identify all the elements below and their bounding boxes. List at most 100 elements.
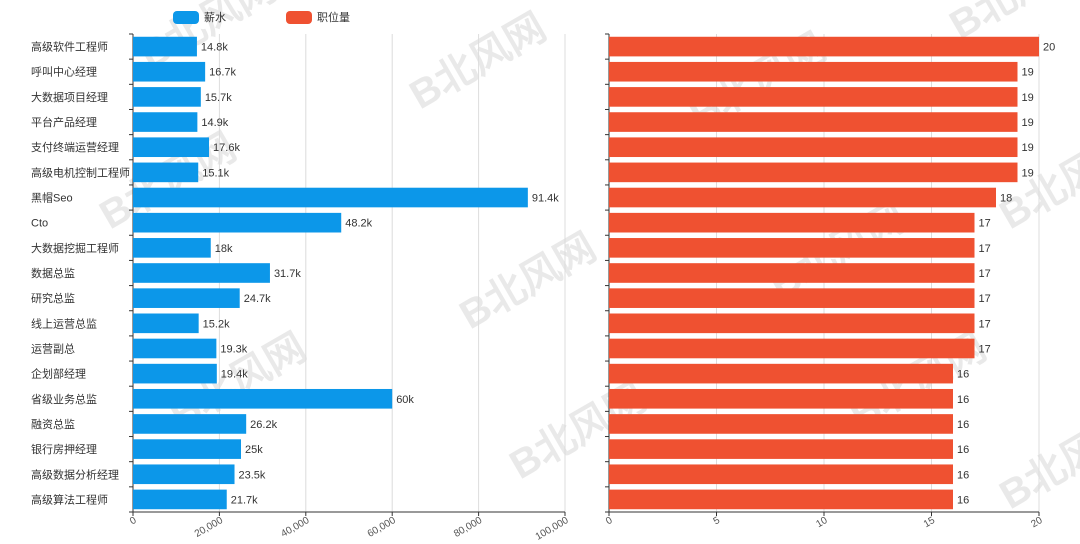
jobs-data-label: 19 bbox=[1022, 117, 1034, 129]
legend[interactable]: 薪水 职位量 bbox=[173, 10, 350, 24]
salary-data-label: 15.7k bbox=[205, 92, 232, 104]
salary-data-label: 15.1k bbox=[202, 167, 229, 179]
category-label: Cto bbox=[31, 218, 48, 230]
category-label: 大数据挖掘工程师 bbox=[31, 241, 119, 255]
salary-data-label: 60k bbox=[396, 394, 414, 406]
jobs-bar bbox=[609, 36, 1039, 57]
category-label: 高级算法工程师 bbox=[31, 492, 108, 506]
salary-data-label: 18k bbox=[215, 243, 233, 255]
category-label: 大数据项目经理 bbox=[31, 90, 108, 104]
legend-swatch-1 bbox=[286, 11, 312, 24]
jobs-data-label: 16 bbox=[957, 494, 969, 506]
salary-bar bbox=[133, 388, 393, 409]
category-label: 黑帽Seo bbox=[31, 192, 73, 205]
jobs-data-label: 16 bbox=[957, 469, 969, 481]
legend-item-0[interactable]: 薪水 bbox=[173, 11, 226, 24]
watermark-logo: B北风网 bbox=[403, 5, 554, 118]
jobs-xtick-label: 15 bbox=[922, 515, 938, 530]
category-label: 高级软件工程师 bbox=[31, 40, 108, 54]
jobs-bar bbox=[609, 263, 975, 283]
jobs-data-label: 16 bbox=[957, 419, 969, 431]
salary-bar bbox=[133, 263, 270, 283]
category-label: 融资总监 bbox=[31, 417, 75, 431]
jobs-bar bbox=[609, 464, 953, 485]
jobs-data-label: 17 bbox=[979, 243, 991, 255]
category-label: 银行房押经理 bbox=[31, 442, 97, 456]
jobs-data-label: 17 bbox=[979, 343, 991, 355]
salary-xtick-label: 100,000 bbox=[534, 515, 571, 543]
jobs-data-label: 17 bbox=[979, 218, 991, 230]
category-label: 线上运营总监 bbox=[31, 316, 97, 330]
salary-data-label: 17.6k bbox=[213, 142, 240, 154]
jobs-data-label: 19 bbox=[1022, 92, 1034, 104]
category-label: 呼叫中心经理 bbox=[31, 66, 97, 79]
salary-data-label: 14.8k bbox=[201, 42, 228, 54]
salary-data-label: 31.7k bbox=[274, 268, 301, 280]
salary-data-label: 48.2k bbox=[345, 218, 372, 230]
salary-bar bbox=[133, 439, 241, 459]
jobs-data-label: 20 bbox=[1043, 42, 1055, 54]
jobs-data-label: 16 bbox=[957, 394, 969, 406]
salary-bar bbox=[133, 338, 217, 359]
jobs-bar bbox=[609, 87, 1018, 107]
category-label: 省级业务总监 bbox=[31, 392, 97, 406]
salary-panel: 0 20,000 40,000 60,000 80,000 100,000 14.8k 高级软… bbox=[31, 33, 571, 543]
salary-bar bbox=[133, 137, 210, 158]
jobs-bar bbox=[609, 489, 953, 510]
jobs-bar bbox=[609, 137, 1018, 158]
jobs-bar bbox=[609, 363, 953, 384]
jobs-data-label: 17 bbox=[979, 268, 991, 280]
category-label: 数据总监 bbox=[31, 266, 75, 280]
salary-bar bbox=[133, 61, 206, 82]
legend-item-1[interactable]: 职位量 bbox=[286, 10, 350, 24]
salary-data-label: 91.4k bbox=[532, 193, 559, 205]
salary-data-label: 26.2k bbox=[250, 419, 277, 431]
category-label: 运营副总 bbox=[31, 341, 75, 355]
salary-data-label: 23.5k bbox=[239, 469, 266, 481]
jobs-bar bbox=[609, 238, 975, 258]
salary-data-label: 25k bbox=[245, 444, 263, 456]
jobs-bar bbox=[609, 112, 1018, 132]
category-label: 平台产品经理 bbox=[31, 115, 97, 129]
jobs-xtick-label: 10 bbox=[814, 515, 830, 530]
jobs-data-label: 17 bbox=[979, 318, 991, 330]
jobs-bar bbox=[609, 388, 953, 409]
jobs-xtick-label: 20 bbox=[1029, 515, 1045, 530]
category-label: 企划部经理 bbox=[31, 367, 86, 381]
category-label: 高级电机控制工程师 bbox=[31, 165, 130, 179]
jobs-data-label: 16 bbox=[957, 444, 969, 456]
jobs-xtick-label: 5 bbox=[712, 515, 723, 528]
salary-bar bbox=[133, 313, 199, 334]
salary-data-label: 19.3k bbox=[220, 343, 247, 355]
jobs-bar bbox=[609, 338, 975, 359]
jobs-bar bbox=[609, 313, 975, 334]
salary-data-label: 14.9k bbox=[201, 117, 228, 129]
salary-bar bbox=[133, 363, 217, 384]
jobs-data-label: 18 bbox=[1000, 193, 1012, 205]
jobs-data-label: 19 bbox=[1022, 67, 1034, 79]
salary-xtick-label: 80,000 bbox=[452, 515, 484, 540]
salary-bar bbox=[133, 112, 198, 132]
legend-label-0: 薪水 bbox=[204, 11, 226, 24]
legend-label-1: 职位量 bbox=[317, 10, 350, 24]
salary-bar bbox=[133, 238, 211, 258]
salary-bar bbox=[133, 187, 528, 208]
jobs-bar bbox=[609, 61, 1018, 82]
salary-bar bbox=[133, 414, 247, 434]
salary-xtick-label: 60,000 bbox=[366, 515, 398, 540]
jobs-data-label: 17 bbox=[979, 293, 991, 305]
salary-xtick-label: 0 bbox=[128, 515, 139, 528]
salary-bar bbox=[133, 87, 201, 107]
salary-bar bbox=[133, 162, 199, 183]
salary-data-label: 16.7k bbox=[209, 67, 236, 79]
jobs-xtick-label: 0 bbox=[604, 515, 615, 528]
legend-swatch-0 bbox=[173, 11, 199, 24]
salary-bar bbox=[133, 464, 235, 485]
salary-xtick-label: 40,000 bbox=[279, 515, 311, 540]
jobs-bar bbox=[609, 414, 953, 434]
jobs-data-label: 19 bbox=[1022, 167, 1034, 179]
salary-bar bbox=[133, 288, 240, 308]
jobs-bar bbox=[609, 162, 1018, 183]
salary-bar bbox=[133, 489, 227, 510]
